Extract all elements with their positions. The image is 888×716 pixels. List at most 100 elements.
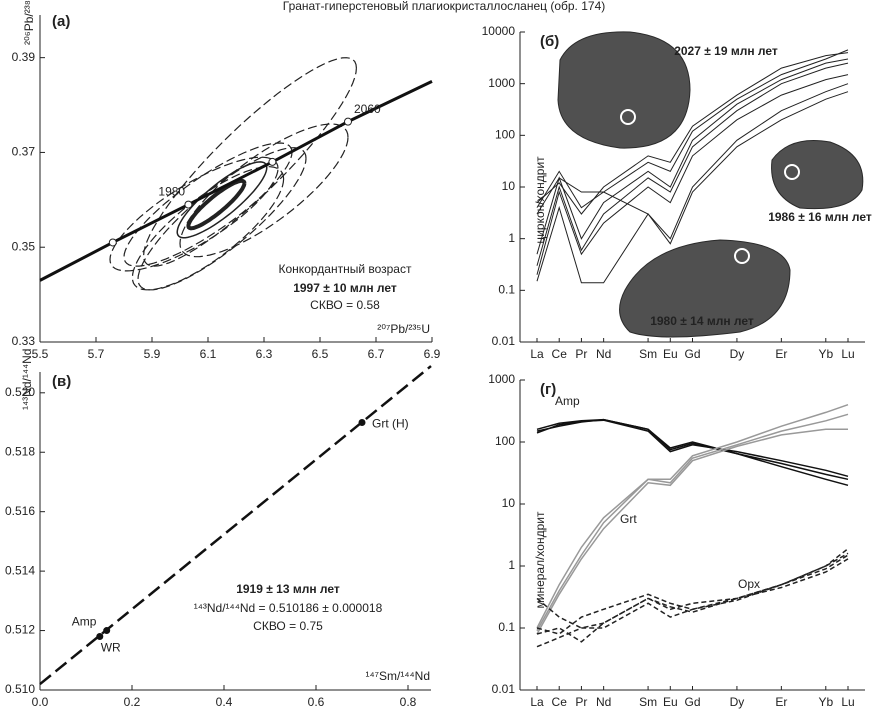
x-tick-label: 0.2 <box>124 695 141 709</box>
x-tick-label: 5.9 <box>144 347 161 361</box>
group-label: Grt <box>620 512 637 526</box>
error-ellipse <box>180 124 348 257</box>
y-tick-label: 1000 <box>488 372 515 386</box>
x-tick-label: 0.8 <box>400 695 417 709</box>
annotation: Конкордантный возраст <box>279 262 412 276</box>
ree-line <box>537 405 848 631</box>
ree-line <box>537 429 848 634</box>
y-tick-label: 0.512 <box>5 623 35 637</box>
annotation: ¹⁴³Nd/¹⁴⁴Nd = 0.510186 ± 0.000018 <box>194 601 383 615</box>
ree-line <box>537 420 848 486</box>
ree-line <box>537 549 848 628</box>
point-label: Grt (H) <box>372 417 409 431</box>
y-tick-label: 0.514 <box>5 563 35 577</box>
y-tick-label: 1 <box>508 231 515 245</box>
point-label: Amp <box>72 615 97 629</box>
y-tick-label: 0.510 <box>5 682 35 696</box>
zircon-grain <box>558 32 690 148</box>
x-tick-label: Gd <box>684 347 700 361</box>
x-axis-label: ¹⁴⁷Sm/¹⁴⁴Nd <box>366 669 430 683</box>
x-tick-label: 6.7 <box>368 347 385 361</box>
y-tick-label: 100 <box>495 434 515 448</box>
figure: Гранат-гиперстеновый плагиокристаллослан… <box>0 0 888 716</box>
x-tick-label: Dy <box>730 347 745 361</box>
y-tick-label: 0.01 <box>492 682 516 696</box>
x-tick-label: Nd <box>596 347 611 361</box>
y-tick-label: 0.35 <box>12 239 36 253</box>
figure-title: Гранат-гиперстеновый плагиокристаллослан… <box>283 0 606 13</box>
ree-line <box>537 553 848 646</box>
age-label: 1980 <box>158 185 185 199</box>
y-axis-label: ¹⁴³Nd/¹⁴⁴Nd <box>20 349 34 410</box>
annotation: СКВО = 0.75 <box>253 619 323 633</box>
x-axis-label: ²⁰⁷Pb/²³⁵U <box>377 322 430 336</box>
y-tick-label: 0.1 <box>498 620 515 634</box>
annotation: 1986 ± 16 млн лет <box>768 210 872 224</box>
x-tick-label: Yb <box>818 695 833 709</box>
point-label: WR <box>101 641 121 655</box>
y-tick-label: 10 <box>502 496 516 510</box>
y-tick-label: 0.516 <box>5 504 35 518</box>
panel-label: (г) <box>540 381 556 398</box>
y-tick-label: 0.1 <box>498 283 515 297</box>
x-tick-label: Nd <box>596 695 611 709</box>
data-point <box>96 633 103 640</box>
panel-label: (а) <box>52 13 70 30</box>
age-marker <box>185 201 192 208</box>
x-tick-label: Sm <box>639 347 657 361</box>
ree-line <box>537 414 848 628</box>
y-tick-label: 0.518 <box>5 444 35 458</box>
age-marker <box>345 118 352 125</box>
group-label: Amp <box>555 394 580 408</box>
error-ellipse <box>144 58 357 267</box>
x-tick-label: La <box>530 695 544 709</box>
x-tick-label: Pr <box>575 695 587 709</box>
x-tick-label: Er <box>775 347 787 361</box>
y-tick-label: 100 <box>495 128 515 142</box>
y-tick-label: 10 <box>502 179 516 193</box>
y-tick-label: 1 <box>508 558 515 572</box>
x-tick-label: Lu <box>841 695 854 709</box>
x-tick-label: 6.1 <box>200 347 217 361</box>
x-tick-label: 0.4 <box>216 695 233 709</box>
annotation: 1980 ± 14 млн лет <box>650 314 754 328</box>
x-tick-label: Lu <box>841 347 854 361</box>
y-tick-label: 1000 <box>488 76 515 90</box>
ree-line <box>537 559 848 642</box>
x-tick-label: 5.5 <box>32 347 49 361</box>
age-marker <box>269 158 276 165</box>
x-tick-label: Eu <box>663 347 678 361</box>
x-tick-label: La <box>530 347 544 361</box>
x-tick-label: Sm <box>639 695 657 709</box>
ree-line <box>537 420 848 480</box>
x-tick-label: Yb <box>818 347 833 361</box>
error-ellipse <box>124 143 292 266</box>
x-tick-label: 0.0 <box>32 695 49 709</box>
x-tick-label: Ce <box>552 695 568 709</box>
annotation: 1919 ± 13 млн лет <box>236 582 340 596</box>
annotation: 1997 ± 10 млн лет <box>293 281 397 295</box>
zircon-images <box>558 32 863 337</box>
y-tick-label: 0.39 <box>12 50 36 64</box>
y-axis-label: ²⁰⁶Pb/²³⁸U <box>22 0 36 45</box>
x-tick-label: 5.7 <box>88 347 105 361</box>
y-tick-label: 0.01 <box>492 334 516 348</box>
ree-line <box>537 555 848 634</box>
y-tick-label: 0.33 <box>12 334 36 348</box>
x-tick-label: Er <box>775 695 787 709</box>
y-axis-label: минерал/хондрит <box>533 511 547 608</box>
y-tick-label: 10000 <box>482 24 516 38</box>
age-label: 2060 <box>354 102 381 116</box>
annotation: СКВО = 0.58 <box>310 298 380 312</box>
x-tick-label: 6.9 <box>424 347 441 361</box>
age-marker <box>109 239 116 246</box>
y-tick-label: 0.37 <box>12 145 36 159</box>
x-tick-label: 6.3 <box>256 347 273 361</box>
panel-label: (в) <box>52 373 71 390</box>
group-label: Opx <box>738 577 760 591</box>
x-tick-label: 0.6 <box>308 695 325 709</box>
x-tick-label: Ce <box>552 347 568 361</box>
panel-label: (б) <box>540 33 559 50</box>
x-tick-label: Dy <box>730 695 745 709</box>
data-point <box>103 627 110 634</box>
